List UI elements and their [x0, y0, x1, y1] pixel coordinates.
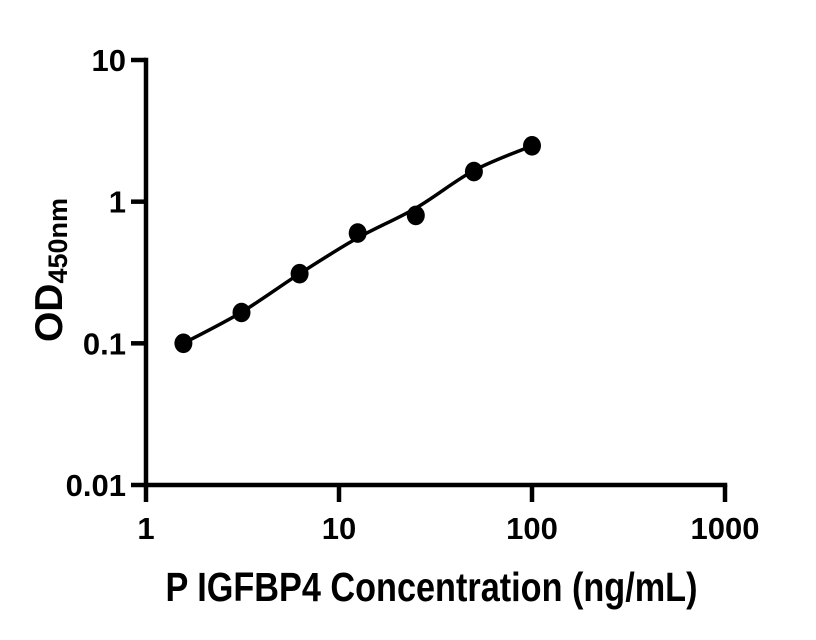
y-tick-label-1: 1 [109, 185, 126, 220]
x-tick-label-10: 10 [322, 511, 356, 546]
data-point-2 [232, 302, 251, 323]
x-axis-title: P IGFBP4 Concentration (ng/mL) [166, 564, 698, 610]
x-tick-label-1: 1 [137, 511, 154, 546]
x-tick-label-1000: 1000 [691, 511, 760, 546]
data-point-5 [406, 205, 425, 226]
y-axis-title-main: OD [28, 284, 71, 343]
data-point-7 [523, 136, 541, 156]
data-point-6 [464, 161, 483, 182]
y-axis-title-subscript: 450nm [43, 198, 73, 284]
y-tick-label-0.1: 0.1 [83, 326, 126, 361]
data-point-3 [290, 263, 309, 284]
y-tick-label-0.01: 0.01 [66, 468, 126, 503]
y-axis-title: OD450nm [28, 198, 73, 342]
data-point-1 [174, 333, 193, 354]
y-tick-label-10: 10 [92, 43, 126, 78]
data-point-4 [348, 223, 367, 243]
x-tick-label-100: 100 [506, 511, 558, 546]
